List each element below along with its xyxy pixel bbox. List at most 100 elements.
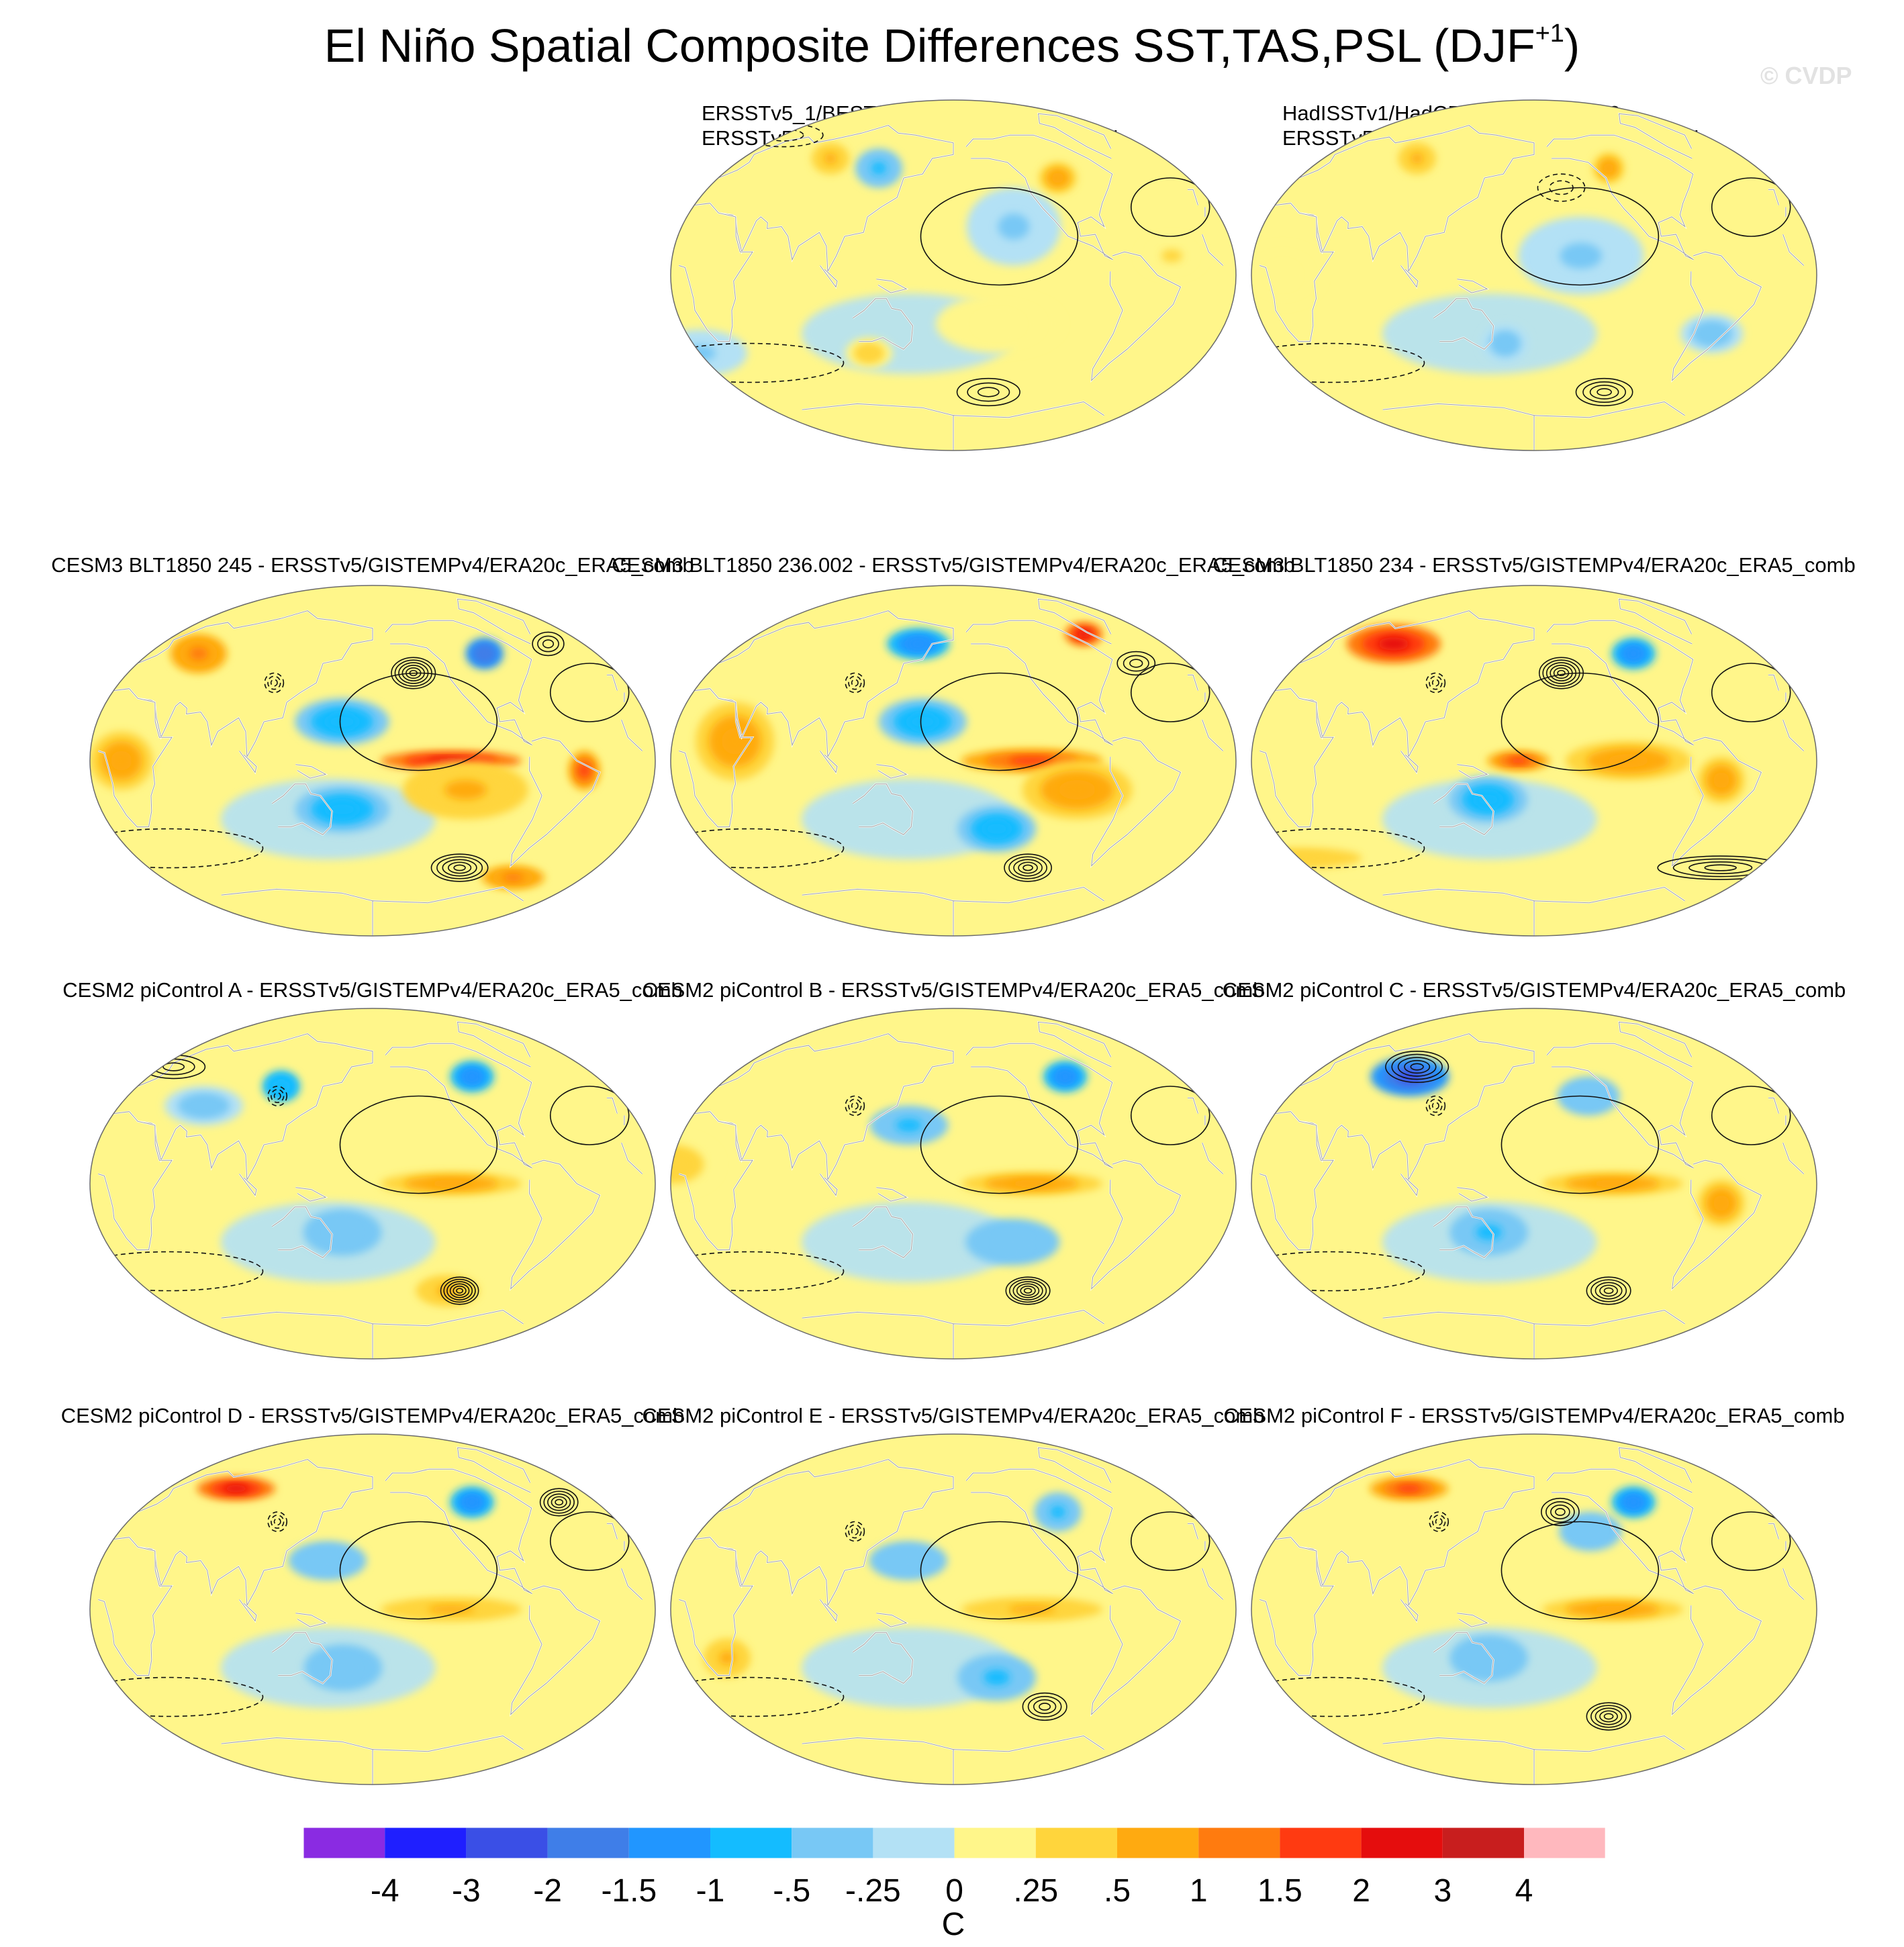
cvdp-watermark: © CVDP [1760,62,1852,89]
coastline [98,1537,643,1676]
coastline [1433,783,1494,835]
coastline [853,1632,914,1684]
anomaly-region [444,780,487,800]
anomaly-region [1497,336,1513,350]
coastline [385,620,532,746]
colorbar-tick-label: 4 [1515,1873,1533,1909]
coastline [1400,1599,1419,1622]
psl-contour [1603,1713,1614,1720]
coastline [965,134,1113,260]
coastline [1546,1468,1694,1595]
coastline [1259,203,1805,342]
psl-contour [1022,864,1033,871]
psl-contour [264,672,285,694]
coastline [1259,1111,1805,1251]
psl-contour [671,1676,845,1717]
anomaly-region [1580,1525,1601,1538]
coastline [679,203,1224,342]
anomaly-region [478,648,491,659]
coastline [272,1632,333,1684]
coastline [113,1459,618,1607]
map-background [90,1434,655,1785]
coastline [694,1459,1198,1607]
panel-title-line: CESM2 piControl E - ERSSTv5/GISTEMPv4/ER… [642,1404,1265,1427]
coastline [965,1468,1113,1595]
colorbar-segment [1361,1827,1443,1858]
colorbar-segment [1117,1827,1199,1858]
psl-contour [339,1521,498,1620]
coastline [98,688,643,828]
coastline [679,1537,1224,1676]
psl-contour [267,1086,288,1106]
coastline [1091,1585,1182,1715]
psl-contour [1410,1063,1424,1071]
psl-contour [391,657,436,690]
coastline [820,751,838,773]
anomaly-region [1626,648,1641,659]
psl-contour [1431,679,1439,687]
coastline [1382,1735,1685,1785]
anomaly-region [801,1202,1016,1282]
anomaly-region [1270,265,1296,285]
coastline [239,751,257,773]
coastline [1433,1206,1494,1258]
coastline [1619,1447,1693,1493]
panel-title-line: CESM3 BLT1850 234 - ERSSTv5/GISTEMPv4/ER… [1212,553,1856,577]
psl-contour [271,1089,285,1103]
coastline [802,401,1104,450]
anomaly-region [1701,327,1723,340]
psl-contour [1008,1278,1047,1303]
anomaly-region [984,1669,1010,1686]
coastline [98,1111,643,1251]
psl-contour [1130,177,1210,237]
psl-contour [1027,1695,1062,1718]
psl-contour [1022,1692,1067,1721]
map-panel-obs1 [670,99,1237,451]
anomaly-region [1560,242,1602,269]
psl-contour [1251,342,1425,383]
coastline [272,1206,333,1258]
psl-contour [1501,187,1660,286]
coastline [1546,134,1694,260]
map-border [670,99,1237,451]
coastline [876,1187,908,1202]
colorbar-tick-label: -1.5 [601,1873,657,1909]
psl-contour [339,1095,498,1194]
panel-title-m5: CESM2 piControl B - ERSSTv5/GISTEMPv4/ER… [642,978,1265,1002]
anomaly-region [861,348,877,359]
colorbar-segment [792,1827,873,1858]
coastline [679,688,1224,828]
psl-contour [542,639,555,649]
psl-contour [845,1521,865,1542]
psl-contour [851,679,859,687]
psl-contour [90,828,264,869]
psl-contour [1711,663,1791,722]
psl-contour [1599,1710,1618,1723]
map-panel-m8 [670,1433,1237,1785]
map-border [1251,585,1817,937]
coastline [1038,598,1112,645]
psl-contour [1597,388,1612,396]
map-background [671,1434,1236,1785]
colorbar-segment [1035,1827,1117,1858]
psl-contour [1594,1707,1623,1725]
panel-title-m8: CESM2 piControl E - ERSSTv5/GISTEMPv4/ER… [642,1403,1265,1428]
psl-contour [267,1511,288,1532]
coastline [221,1309,524,1359]
coastline [221,886,524,936]
psl-contour [1018,861,1038,874]
anomaly-region [1603,162,1614,174]
psl-contour [1425,1095,1446,1117]
coastline [1546,620,1694,746]
map-border [89,1433,656,1785]
psl-contour [273,1517,281,1526]
anomaly-region [330,1660,356,1676]
map-border [89,585,656,937]
psl-contour [532,631,565,657]
psl-contour [273,1092,281,1100]
map-background [671,100,1236,450]
psl-contour [1704,864,1737,871]
colorbar-tick-label: 3 [1433,1873,1451,1909]
psl-contour [555,1499,564,1506]
psl-contour [1016,1283,1040,1298]
